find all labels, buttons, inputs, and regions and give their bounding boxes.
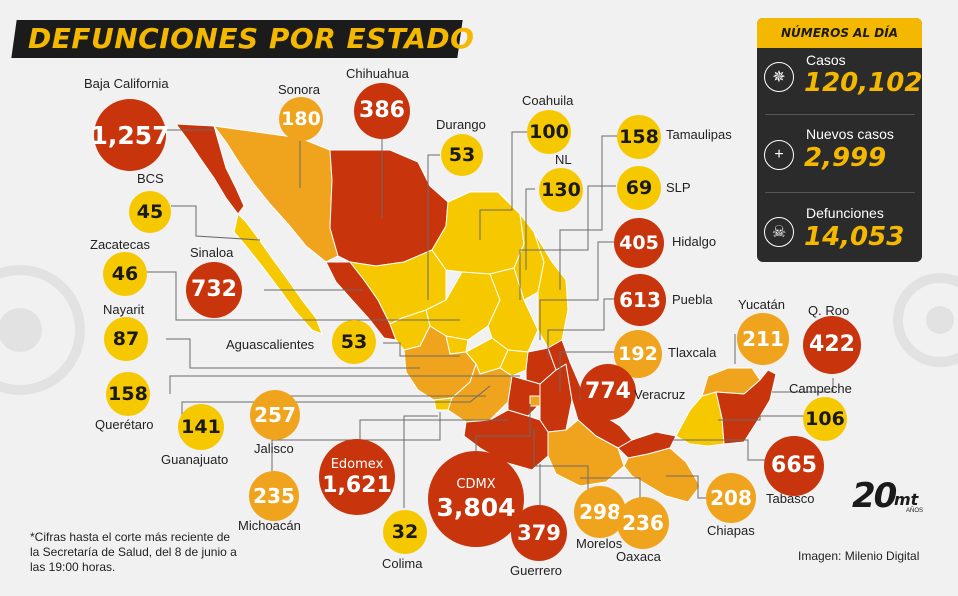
label-sonora: Sonora: [278, 82, 320, 97]
label-tabasco: Tabasco: [766, 491, 815, 506]
bubble-chihuahua: 386: [354, 83, 410, 139]
label-tlaxcala: Tlaxcala: [668, 345, 717, 360]
bubble-guanajuato: 141: [178, 404, 224, 450]
label-puebla: Puebla: [672, 292, 713, 307]
bubble-baja-california: 1,257: [90, 99, 170, 171]
label-baja-california: Baja California: [84, 76, 169, 91]
label-nayarit: Nayarit: [103, 302, 145, 317]
bubble-cdmx: CDMX 3,804: [428, 451, 524, 547]
label-jalisco: Jalisco: [254, 441, 294, 456]
bubble-tabasco: 665: [764, 436, 824, 496]
bubble-edomex: Edomex 1,621: [319, 439, 395, 515]
bubble-queretaro: 158: [106, 372, 150, 416]
stat-label-casos: Casos: [806, 52, 846, 68]
label-veracruz: Veracruz: [634, 387, 686, 402]
bubble-aguascalientes: 53: [332, 320, 376, 364]
milenio-20-logo: 20 mt AÑOS: [852, 476, 932, 520]
label-zacatecas: Zacatecas: [90, 237, 150, 252]
stats-divider: [765, 192, 915, 193]
label-guanajuato: Guanajuato: [161, 452, 229, 467]
stats-divider: [765, 114, 915, 115]
logo-sub: AÑOS: [906, 508, 924, 514]
label-colima: Colima: [382, 556, 423, 571]
skull-icon: ☠: [764, 217, 794, 247]
label-coahuila: Coahuila: [522, 93, 574, 108]
bubble-jalisco: 257: [250, 390, 300, 440]
bubble-oaxaca: 236: [617, 497, 669, 549]
bubble-veracruz: 774: [580, 364, 636, 420]
bubble-campeche: 106: [803, 397, 847, 441]
bubble-q-roo: 422: [803, 316, 861, 374]
region-chihuahua: [329, 149, 449, 267]
page-title: DEFUNCIONES POR ESTADO: [28, 22, 475, 55]
bubble-puebla: 613: [614, 274, 666, 326]
bubble-bcs: 45: [129, 191, 171, 233]
region-baja-california: [175, 123, 245, 215]
region-chiapas: [623, 447, 701, 503]
bubble-guerrero: 379: [511, 505, 567, 561]
bubble-zacatecas: 46: [103, 252, 147, 296]
logo-number: 20: [852, 476, 897, 516]
image-credit: Imagen: Milenio Digital: [798, 549, 920, 563]
plus-icon: +: [764, 140, 794, 170]
stat-value-casos: 120,102: [804, 68, 923, 98]
stat-value-defunciones: 14,053: [804, 222, 905, 252]
bubble-tamaulipas: 158: [617, 115, 661, 159]
region-cdmx: [529, 395, 541, 407]
stat-label-defunciones: Defunciones: [806, 205, 884, 221]
bubble-yucatan: 211: [737, 313, 789, 365]
label-chihuahua: Chihuahua: [346, 66, 409, 81]
bubble-hidalgo: 405: [614, 218, 664, 268]
label-sinaloa: Sinaloa: [190, 245, 234, 260]
bubble-sinaloa: 732: [186, 262, 242, 318]
bubble-michoacan: 235: [249, 471, 299, 521]
bubble-slp: 69: [617, 166, 661, 210]
label-yucatan: Yucatán: [738, 297, 785, 312]
label-michoacan: Michoacán: [238, 518, 301, 533]
footnote: *Cifras hasta el corte más reciente de l…: [30, 530, 237, 574]
region-queretaro: [499, 349, 529, 377]
bubble-nl: 130: [539, 168, 583, 212]
label-nl: NL: [555, 152, 572, 167]
label-durango: Durango: [436, 117, 486, 132]
label-tamaulipas: Tamaulipas: [666, 127, 732, 142]
label-campeche: Campeche: [789, 381, 852, 396]
stat-value-nuevos-casos: 2,999: [804, 143, 887, 173]
bubble-chiapas: 208: [706, 473, 756, 523]
stats-panel-header: NÚMEROS AL DÍA: [757, 18, 922, 48]
logo-brand: mt: [894, 490, 919, 509]
label-queretaro: Querétaro: [95, 417, 154, 432]
label-hidalgo: Hidalgo: [672, 234, 717, 249]
label-q-roo: Q. Roo: [808, 303, 850, 318]
bubble-colima: 32: [383, 510, 427, 554]
bubble-sonora: 180: [279, 97, 323, 141]
label-bcs: BCS: [137, 171, 164, 186]
bubble-durango: 53: [441, 134, 483, 176]
region-bcs: [233, 213, 323, 335]
bubble-nayarit: 87: [104, 317, 148, 361]
label-slp: SLP: [666, 180, 691, 195]
label-morelos: Morelos: [576, 536, 623, 551]
label-guerrero: Guerrero: [510, 563, 563, 578]
label-oaxaca: Oaxaca: [616, 549, 661, 564]
label-chiapas: Chiapas: [707, 523, 755, 538]
bubble-coahuila: 100: [527, 110, 571, 154]
stats-panel-title: NÚMEROS AL DÍA: [780, 26, 898, 40]
stat-label-nuevos-casos: Nuevos casos: [806, 126, 894, 142]
virus-icon: ✵: [764, 62, 794, 92]
label-aguascalientes: Aguascalientes: [226, 337, 315, 352]
